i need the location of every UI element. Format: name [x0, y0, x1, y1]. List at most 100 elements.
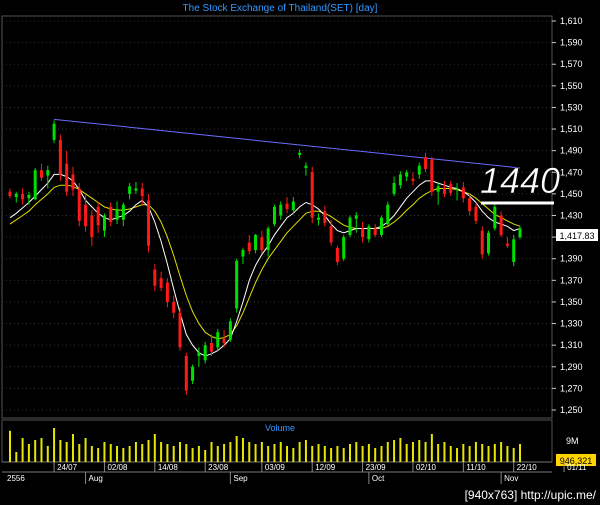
candle-body — [134, 188, 138, 191]
resistance-trendline — [54, 118, 521, 169]
candle-body — [392, 183, 396, 194]
candle-body — [203, 345, 207, 361]
candle — [197, 347, 201, 367]
volume-bar — [323, 446, 326, 462]
candle — [442, 180, 446, 198]
candle-body — [102, 215, 106, 231]
date-tick-label: 22/10 — [517, 463, 538, 472]
candle — [209, 334, 213, 356]
candle-body — [8, 191, 12, 197]
volume-bar — [361, 446, 364, 462]
y-tick-label: 1,550 — [560, 81, 583, 91]
candle — [241, 247, 245, 265]
volume-bar — [349, 444, 351, 462]
candle-body — [379, 217, 383, 235]
candle-body — [241, 250, 245, 257]
candle — [329, 219, 333, 246]
candle — [140, 183, 144, 205]
volume-bar — [399, 438, 402, 462]
candle — [424, 152, 428, 173]
candle — [216, 328, 220, 351]
candle — [65, 150, 69, 197]
candle-body — [279, 204, 283, 216]
candle-body — [272, 206, 276, 225]
candle — [52, 120, 56, 144]
candle-body — [411, 178, 415, 181]
candle — [109, 202, 113, 227]
grid — [1, 15, 553, 473]
volume-bar — [179, 442, 181, 462]
volume-bar — [512, 448, 515, 462]
volume-bar — [273, 444, 276, 462]
candle — [348, 215, 352, 238]
candle — [304, 162, 308, 176]
candle-body — [121, 204, 125, 220]
volume-bar — [311, 446, 314, 462]
volume-bar — [500, 442, 503, 462]
candle — [33, 167, 37, 201]
volume-bar — [279, 442, 282, 462]
y-tick-label: 1,610 — [560, 16, 583, 26]
volume-bar — [84, 438, 87, 462]
volume-bar — [456, 448, 459, 462]
candle-body — [65, 163, 69, 192]
y-axis: 1,250 1,270 1,290 1,310 1,330 1,350 1,370 1,390… — [552, 16, 583, 415]
candle-body — [505, 243, 509, 246]
annotation-1440: 1440 — [480, 160, 560, 201]
candle-body — [33, 170, 37, 200]
y-tick-label: 1,510 — [560, 124, 583, 134]
footer-background — [0, 484, 600, 505]
candle — [21, 188, 25, 205]
candle — [77, 183, 81, 227]
candle — [379, 215, 383, 238]
candle — [27, 191, 31, 205]
volume-bar — [304, 440, 307, 462]
volume-bar — [241, 438, 244, 462]
candle-body — [398, 174, 402, 186]
candle — [147, 193, 151, 253]
y-tick-label: 1,330 — [560, 319, 583, 329]
candle-body — [436, 186, 440, 192]
candle-body — [58, 139, 62, 175]
date-tick-label: 14/08 — [158, 463, 179, 472]
x-axis: 24/07 02/08 14/08 23/08 03/09 12/09 23/09 02/10… — [7, 462, 587, 484]
volume-bar — [185, 444, 188, 462]
candle — [102, 213, 106, 238]
price-readout-text: 1,417.83 — [559, 231, 594, 241]
volume-bar — [21, 438, 24, 462]
volume-bar — [424, 442, 427, 462]
month-label: 2556 — [7, 474, 25, 483]
candle — [310, 166, 314, 224]
date-tick-label: 03/09 — [265, 463, 286, 472]
candle — [474, 202, 478, 225]
volume-bar — [430, 434, 433, 462]
volume-bar — [15, 452, 18, 462]
candle — [335, 245, 339, 266]
volume-bar — [506, 446, 509, 462]
candle-body — [373, 228, 377, 235]
y-tick-label: 1,350 — [560, 297, 583, 307]
candle-body — [109, 206, 113, 222]
candle-body — [291, 201, 295, 211]
volume-bar — [210, 442, 213, 462]
volume-bar — [298, 442, 301, 462]
volume-bar — [254, 444, 257, 462]
candle — [392, 176, 396, 197]
volume-bar — [330, 448, 333, 462]
candle — [96, 202, 100, 233]
volume-bar — [374, 448, 377, 462]
candle-body — [304, 165, 308, 168]
candle-body — [197, 352, 201, 356]
volume-bar — [355, 442, 358, 462]
volume-bar — [147, 440, 150, 462]
candle — [342, 234, 346, 261]
candle-body — [348, 217, 352, 235]
moving-average-layer — [9, 173, 521, 357]
price-panel-frame — [1, 15, 553, 419]
date-tick-label: 02/08 — [107, 463, 128, 472]
candle — [58, 134, 62, 181]
volume-bar — [46, 446, 49, 462]
candle — [71, 166, 75, 197]
volume-bar — [71, 434, 74, 462]
candle — [153, 264, 157, 292]
